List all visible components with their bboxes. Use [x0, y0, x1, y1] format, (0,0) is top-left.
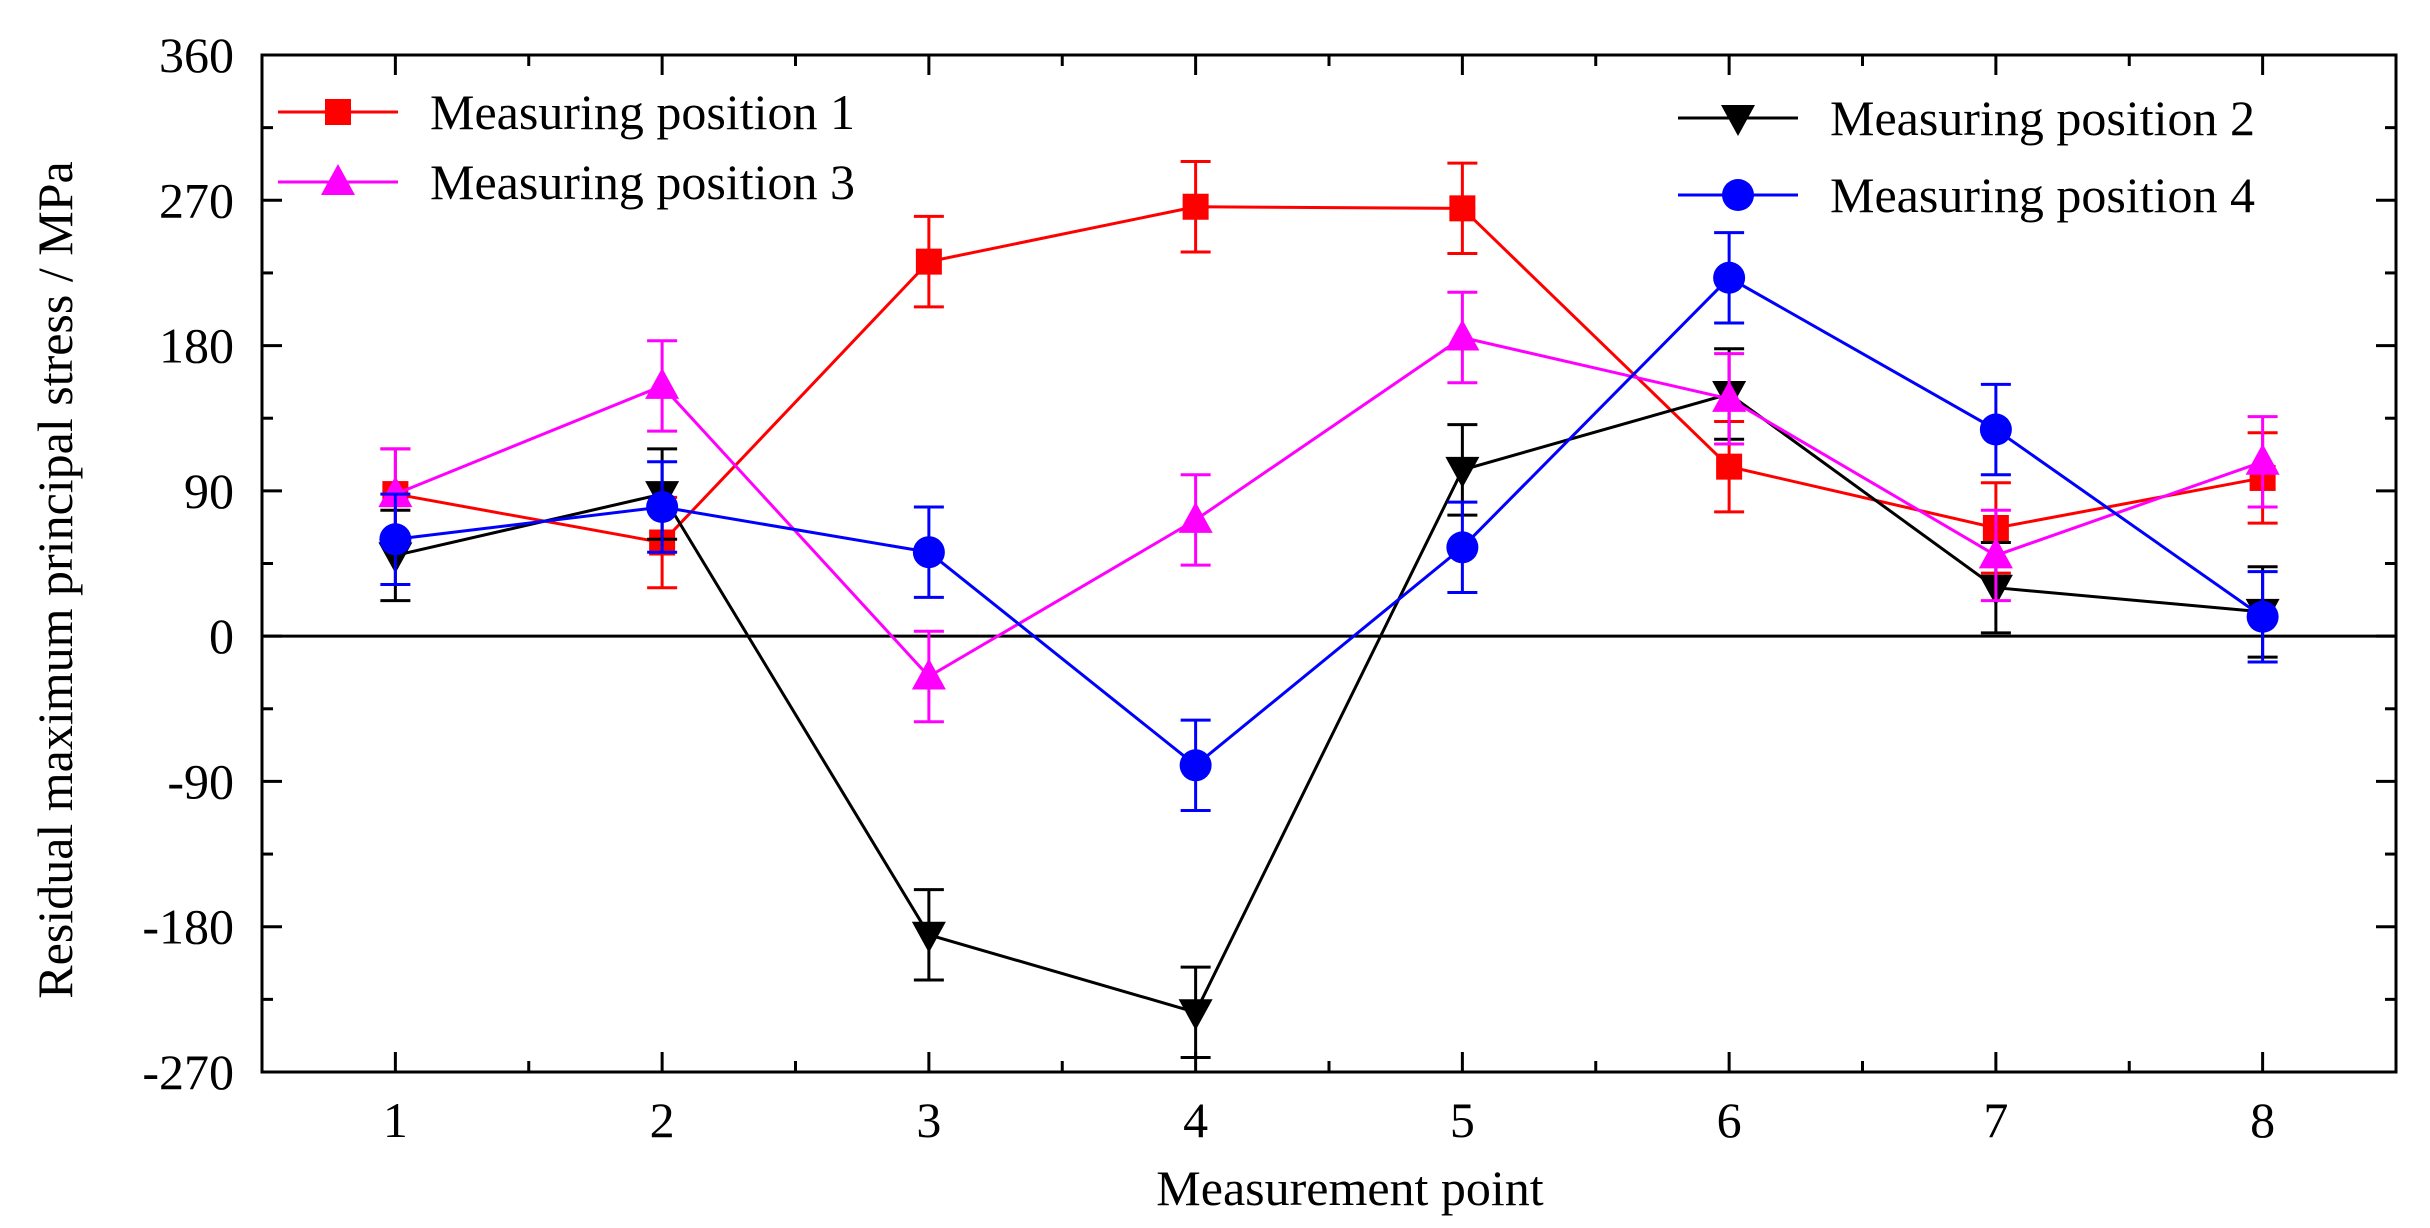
- legend-label: Measuring position 4: [1830, 167, 2255, 223]
- data-point: [1446, 531, 1479, 564]
- x-tick-label: 7: [1983, 1092, 2008, 1148]
- legend-label: Measuring position 1: [430, 84, 855, 140]
- legend-marker: [1722, 179, 1754, 211]
- legend-item-3: Measuring position 3: [278, 154, 855, 210]
- data-point: [1712, 380, 1747, 412]
- legend-label: Measuring position 3: [430, 154, 855, 210]
- data-point: [1445, 319, 1480, 351]
- legend-item-1: Measuring position 1: [278, 84, 855, 140]
- legend-marker: [1721, 105, 1755, 136]
- x-tick-label: 6: [1717, 1092, 1742, 1148]
- series-3: [378, 290, 2280, 724]
- data-point: [1445, 456, 1480, 488]
- x-axis-label: Measurement point: [1156, 1160, 1544, 1216]
- data-point: [646, 491, 679, 523]
- data-point: [911, 921, 946, 953]
- data-point: [1449, 195, 1476, 222]
- data-point: [1716, 453, 1743, 480]
- series-line: [395, 275, 2264, 768]
- y-tick-label: -270: [142, 1044, 234, 1100]
- y-axis-label: Residual maximum principal stress / MPa: [27, 161, 83, 998]
- x-tick-label: 5: [1450, 1092, 1475, 1148]
- data-point: [911, 658, 946, 690]
- legend: Measuring position 1 Measuring position 2…: [278, 84, 2255, 223]
- series-line: [395, 205, 2263, 545]
- y-tick-label: 180: [159, 318, 234, 374]
- data-point: [915, 248, 942, 275]
- legend-label: Measuring position 2: [1830, 90, 2255, 146]
- data-point: [1179, 749, 1212, 782]
- x-tick-label: 3: [916, 1092, 941, 1148]
- y-tick-label: 0: [209, 608, 234, 664]
- data-point: [1178, 999, 1213, 1031]
- data-point: [2245, 443, 2280, 475]
- data-point: [1178, 501, 1213, 533]
- y-tick-label: 270: [159, 172, 234, 228]
- legend-item-2: Measuring position 2: [1678, 90, 2255, 146]
- legend-marker: [321, 164, 355, 195]
- data-point: [912, 536, 945, 569]
- y-tick-label: 90: [184, 463, 234, 519]
- axes: -270 -180 -90 0 90 180 270 360 1 2 3 4 5 6 7 8: [142, 27, 2398, 1148]
- legend-marker: [325, 99, 351, 125]
- data-point: [1979, 413, 2012, 446]
- x-tick-label: 8: [2250, 1092, 2275, 1148]
- x-tick-label: 2: [650, 1092, 675, 1148]
- data-point: [379, 523, 412, 556]
- data-point: [1713, 261, 1746, 294]
- data-point: [645, 367, 680, 399]
- y-tick-label: -90: [167, 753, 234, 809]
- data-point: [1978, 537, 2013, 569]
- series-line: [394, 335, 2264, 679]
- data-point: [1182, 193, 1209, 220]
- y-tick-label: 360: [159, 27, 234, 83]
- x-tick-label: 1: [383, 1092, 408, 1148]
- plot-area: [378, 160, 2280, 1059]
- series-4: [379, 231, 2279, 812]
- y-tick-label: -180: [142, 899, 234, 955]
- legend-item-4: Measuring position 4: [1678, 167, 2255, 223]
- data-point: [378, 476, 413, 508]
- data-point: [2246, 600, 2279, 633]
- x-tick-label: 4: [1183, 1092, 1208, 1148]
- series-line: [395, 392, 2263, 1015]
